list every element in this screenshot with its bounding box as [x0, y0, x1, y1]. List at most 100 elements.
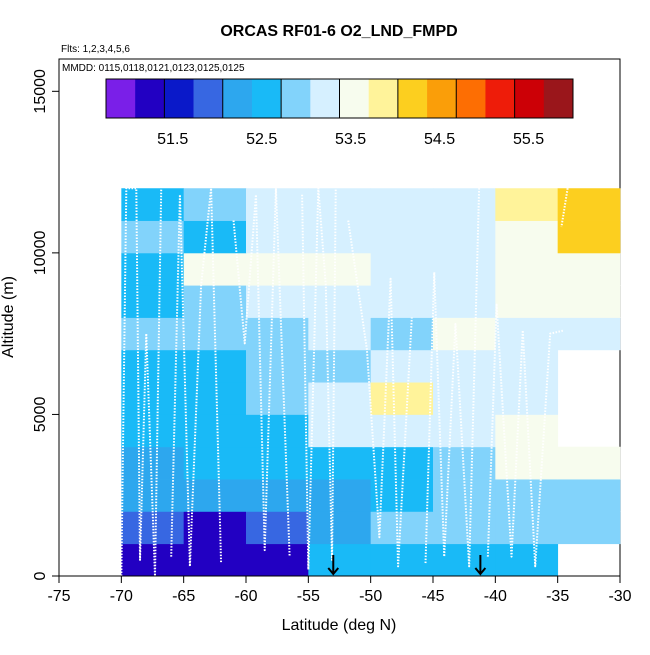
heatmap-cell — [495, 543, 559, 577]
colorbar-tick-label: 52.5 — [246, 131, 277, 148]
flight-track-segment — [120, 187, 163, 577]
heatmap-cell — [246, 446, 309, 480]
heatmap-cell — [246, 285, 309, 318]
down-arrow-icon — [327, 555, 340, 576]
x-tick-label: -45 — [421, 588, 444, 605]
heatmap-cell — [308, 220, 372, 254]
heatmap-cell — [557, 317, 621, 351]
colorbar-segment — [514, 79, 545, 118]
heatmap-cell — [557, 511, 621, 545]
heatmap-cell — [121, 188, 185, 221]
heatmap-cell — [370, 543, 434, 577]
heatmap-cell — [121, 349, 185, 383]
latitude-markers — [327, 555, 487, 576]
heatmap-cell — [433, 220, 496, 254]
x-tick-label: -40 — [484, 588, 507, 605]
y-tick-label: 5000 — [32, 397, 49, 433]
heatmap-cell — [370, 220, 434, 254]
heatmap-cell — [495, 188, 559, 221]
heatmap-cell — [370, 285, 434, 318]
flight-track-segment — [232, 187, 291, 557]
heatmap-cell — [370, 188, 434, 221]
heatmap-cell — [246, 479, 309, 512]
x-tick-label: -50 — [359, 588, 382, 605]
y-tick-label: 15000 — [32, 69, 49, 114]
heatmap-cell — [121, 220, 185, 254]
heatmap-cell — [370, 446, 434, 480]
y-tick-label: 0 — [32, 571, 49, 580]
heatmap-cell — [433, 188, 496, 221]
dates-note: MMDD: 0115,0118,0121,0123,0125,0125 — [62, 63, 245, 74]
heatmap-cell — [308, 511, 372, 545]
colorbar-tick-label: 54.5 — [424, 131, 455, 148]
heatmap-cell — [495, 252, 559, 286]
y-tick-label: 10000 — [32, 231, 49, 276]
colorbar-tick-label: 53.5 — [335, 131, 366, 148]
heatmap-cell — [246, 382, 309, 415]
x-tick-label: -65 — [172, 588, 195, 605]
y-axis: 0 5000 10000 15000 — [32, 69, 60, 580]
x-tick-label: -70 — [110, 588, 133, 605]
colorbar-segment — [485, 79, 515, 118]
colorbar-segment — [456, 79, 486, 118]
flight-track-segment — [486, 303, 565, 568]
heatmap-cell — [557, 220, 621, 254]
heatmap-cells — [121, 188, 621, 577]
colorbar-tick-label: 51.5 — [157, 131, 188, 148]
colorbar-frame — [105, 78, 574, 119]
heatmap-cell — [308, 349, 372, 383]
x-tick-label: -60 — [234, 588, 257, 605]
x-tick-label: -30 — [608, 588, 631, 605]
heatmap-cell — [308, 479, 372, 512]
heatmap-cell — [433, 446, 496, 480]
heatmap-cell — [183, 511, 247, 545]
flight-track-segment — [560, 188, 569, 228]
heatmap-cell — [246, 252, 309, 286]
heatmap-cell — [495, 285, 559, 318]
heatmap-cell — [121, 382, 185, 415]
heatmap-cell — [370, 414, 434, 448]
colorbar-segment — [193, 79, 224, 118]
heatmap-cell — [183, 382, 247, 415]
colorbar-segment — [310, 79, 340, 118]
heatmap-cell — [433, 252, 496, 286]
heatmap-cell — [557, 479, 621, 512]
heatmap-cell — [121, 479, 185, 512]
heatmap-cell — [557, 188, 621, 221]
heatmap-cell — [433, 349, 496, 383]
colorbar-segment — [339, 79, 369, 118]
heatmap-cell — [495, 220, 559, 254]
x-tick-label: -75 — [47, 588, 70, 605]
heatmap-cell — [308, 543, 372, 577]
colorbar: 51.5 52.5 53.5 54.5 55.5 — [105, 78, 574, 148]
colorbar-segment — [427, 79, 457, 118]
flight-track-segment — [301, 187, 337, 571]
heatmap-cell — [433, 414, 496, 448]
flight-track-segment — [347, 220, 413, 568]
heatmap-cell — [433, 285, 496, 318]
colorbar-tick-label: 55.5 — [513, 131, 544, 148]
colorbar-segment — [543, 79, 574, 118]
heatmap-cell — [246, 543, 309, 577]
heatmap-cell — [495, 317, 559, 351]
heatmap-cell — [183, 252, 247, 286]
heatmap-cell — [433, 543, 496, 577]
heatmap-cell — [308, 252, 372, 286]
x-tick-label: -35 — [546, 588, 569, 605]
down-arrow-icon — [474, 555, 487, 576]
heatmap-cell — [308, 414, 372, 448]
heatmap-cell — [183, 414, 247, 448]
colorbar-segment — [281, 79, 311, 118]
heatmap-cell — [121, 252, 185, 286]
heatmap-cell — [183, 188, 247, 221]
heatmap-cell — [370, 317, 434, 351]
heatmap-cell — [433, 317, 496, 351]
heatmap-cell — [433, 382, 496, 415]
heatmap-cell — [246, 349, 309, 383]
colorbar-segment — [164, 79, 194, 118]
x-tick-label: -55 — [297, 588, 320, 605]
heatmap-cell — [246, 414, 309, 448]
x-axis-label: Latitude (deg N) — [282, 617, 397, 634]
